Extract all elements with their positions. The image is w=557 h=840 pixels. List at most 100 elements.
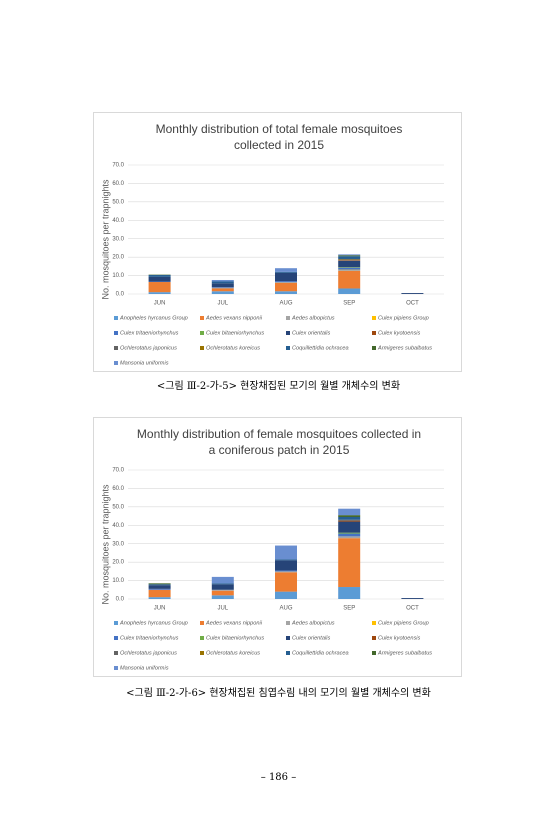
chart: 0.0 10.0 20.0 30.0 40.0 50.0 60.0 70.0 No. mosqu…	[100, 163, 444, 366]
legend-swatch	[114, 316, 118, 320]
x-tick-label: OCT	[406, 301, 419, 307]
legend-swatch	[372, 316, 376, 320]
y-tick-label: 10.0	[112, 578, 124, 584]
bar-segment	[338, 270, 361, 271]
y-tick-label: 50.0	[112, 504, 124, 510]
legend-swatch	[372, 651, 376, 655]
legend-label: Mansonia uniformis	[120, 665, 169, 671]
legend-swatch	[114, 361, 118, 365]
bar-segment	[338, 267, 361, 268]
chart-title: Monthly distribution of female mosquitoe…	[136, 427, 422, 457]
y-tick-label: 40.0	[112, 523, 124, 529]
legend-swatch	[114, 346, 118, 350]
legend-label: Culex bitaeniorhynchus	[206, 330, 264, 336]
bar-segment	[275, 268, 297, 272]
bar-segment	[338, 520, 361, 522]
x-tick-label: JUN	[154, 606, 166, 612]
legend-label: Culex tritaeniorhynchus	[120, 635, 179, 641]
legend-swatch	[372, 331, 376, 335]
bar-segment	[338, 254, 361, 256]
x-tick-label: JUL	[217, 606, 228, 612]
x-tick-label: AUG	[279, 301, 292, 307]
legend-label: Aedes albopictus	[291, 620, 335, 626]
y-tick-label: 0.0	[116, 597, 125, 603]
bar-segment	[338, 515, 361, 517]
bar-segment	[401, 598, 424, 599]
legend-swatch	[286, 316, 290, 320]
bar-segment	[338, 521, 361, 533]
bar-segment	[148, 282, 171, 293]
bar-segment	[211, 279, 234, 282]
legend-swatch	[286, 346, 290, 350]
legend-swatch	[200, 636, 204, 640]
bar-segment	[148, 597, 171, 599]
legend-label: Ochlerotatus japonicus	[120, 345, 177, 351]
legend-swatch	[200, 621, 204, 625]
bar-segment	[338, 260, 361, 268]
bar-segment	[338, 508, 361, 516]
bar-segment	[275, 271, 297, 273]
bar-segment	[338, 532, 361, 534]
bar-segment	[211, 576, 234, 584]
y-tick-label: 30.0	[112, 541, 124, 547]
legend-label: Anopheles hyrcanus Group	[119, 315, 188, 321]
legend-label: Culex orientalis	[292, 330, 330, 336]
bar-segment	[148, 275, 171, 277]
y-tick-label: 20.0	[112, 560, 124, 566]
bar-segment	[211, 589, 234, 591]
legend-label: Culex pipiens Group	[378, 315, 429, 321]
legend-label: Culex tritaeniorhynchus	[120, 330, 179, 336]
legend-swatch	[200, 316, 204, 320]
y-tick-label: 60.0	[112, 181, 124, 187]
bar-segment	[211, 288, 234, 292]
bar-segment	[148, 292, 171, 294]
legend-label: Mansonia uniformis	[120, 360, 169, 366]
bar-segment	[275, 570, 297, 572]
legend-label: Aedes vexans nipponii	[205, 315, 263, 321]
y-tick-label: 40.0	[112, 218, 124, 224]
x-tick-label: AUG	[279, 606, 292, 612]
legend-label: Ochlerotatus japonicus	[120, 650, 177, 656]
legend-label: Ochlerotatus koreicus	[206, 345, 260, 351]
bar-segment	[211, 590, 234, 596]
chart-frame: 0.0 10.0 20.0 30.0 40.0 50.0 60.0 70.0 No. mosqu…	[93, 112, 462, 372]
y-tick-label: 70.0	[112, 163, 124, 169]
legend-swatch	[114, 651, 118, 655]
legend-swatch	[200, 651, 204, 655]
bar-segment	[338, 256, 361, 259]
legend-swatch	[114, 621, 118, 625]
legend-label: Armigeres subalbatus	[377, 650, 432, 656]
chart-frame: 0.0 10.0 20.0 30.0 40.0 50.0 60.0 70.0 No. mosqu…	[93, 417, 462, 677]
bar-segment	[275, 559, 297, 561]
bar-segment	[148, 588, 171, 590]
page-number: – 186 –	[260, 772, 297, 783]
bar-segment	[148, 589, 171, 598]
legend-swatch	[372, 621, 376, 625]
bar-segment	[211, 281, 234, 284]
bar-segment	[338, 259, 361, 261]
y-tick-label: 20.0	[112, 255, 124, 261]
bar-segment	[338, 267, 361, 270]
legend-swatch	[286, 636, 290, 640]
bar-segment	[338, 519, 361, 521]
bar-segment	[338, 587, 361, 599]
y-axis-label: No. mosquitoes per trapnights	[100, 484, 110, 605]
y-tick-label: 0.0	[116, 292, 125, 298]
y-tick-label: 70.0	[112, 468, 124, 474]
bar-segment	[338, 538, 361, 588]
legend-label: Culex bitaeniorhynchus	[206, 635, 264, 641]
bar-segment	[338, 255, 361, 257]
bar-segment	[275, 545, 297, 560]
legend-label: Coquillettidia ochracea	[292, 650, 349, 656]
legend-label: Coquillettidia ochracea	[292, 345, 349, 351]
figure-caption: <그림 Ⅲ-2-가-6> 현장채집된 침엽수림 내의 모기의 월별 개체수의 변…	[126, 688, 431, 699]
chart: 0.0 10.0 20.0 30.0 40.0 50.0 60.0 70.0 No. mosqu…	[100, 468, 444, 671]
bar-segment	[148, 583, 171, 585]
legend-label: Anopheles hyrcanus Group	[119, 620, 188, 626]
x-tick-label: JUN	[154, 301, 166, 307]
legend-swatch	[286, 621, 290, 625]
x-tick-label: JUL	[217, 301, 228, 307]
bar-segment	[211, 595, 234, 599]
legend-label: Ochlerotatus koreicus	[206, 650, 260, 656]
y-tick-label: 10.0	[112, 273, 124, 279]
